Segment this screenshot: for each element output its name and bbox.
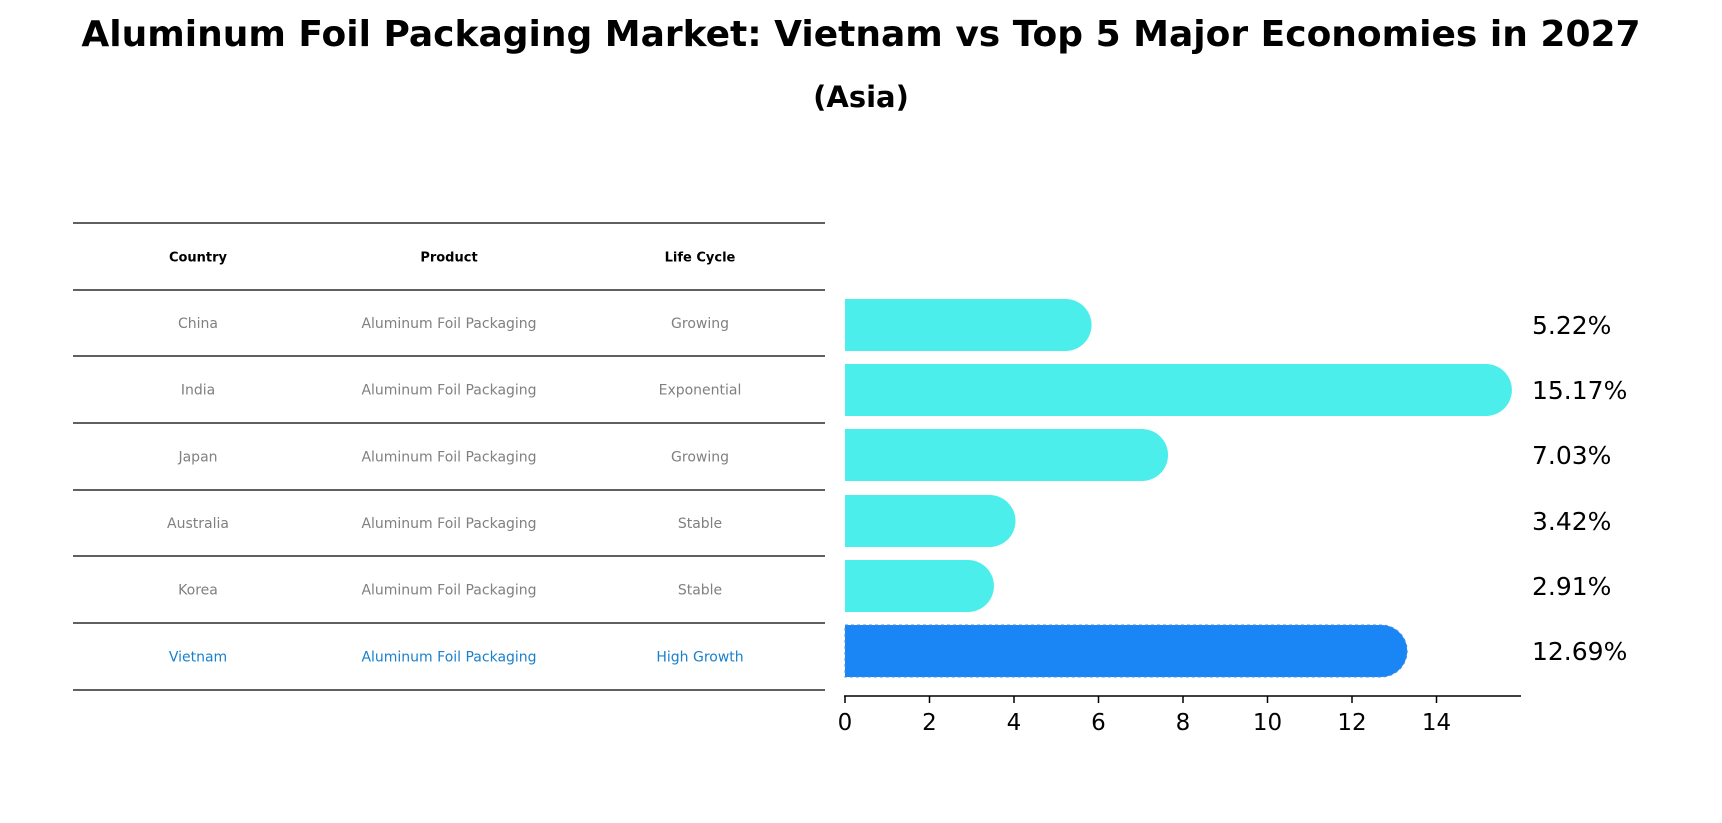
table-cell: Japan xyxy=(177,450,217,466)
bar-china xyxy=(845,299,1092,351)
table-cell: Growing xyxy=(671,450,729,466)
value-label: 12.69% xyxy=(1532,637,1627,666)
x-tick-label: 2 xyxy=(922,710,937,736)
table-cell: Exponential xyxy=(659,383,742,399)
table-cell: Australia xyxy=(167,516,229,532)
bar-australia xyxy=(845,495,1016,547)
table-cell: Aluminum Foil Packaging xyxy=(361,583,536,599)
table-cell: Aluminum Foil Packaging xyxy=(361,450,536,466)
table-cell: Aluminum Foil Packaging xyxy=(361,383,536,399)
value-label: 5.22% xyxy=(1532,311,1611,340)
bar-india xyxy=(845,364,1512,416)
x-tick-label: 10 xyxy=(1253,710,1282,736)
table-cell: India xyxy=(181,383,215,399)
table-cell: Stable xyxy=(678,516,722,532)
bar-japan xyxy=(845,429,1169,481)
table-header-cell: Life Cycle xyxy=(665,251,736,266)
table-cell: Korea xyxy=(178,583,218,599)
table-cell: High Growth xyxy=(656,650,743,666)
bar-korea xyxy=(845,560,994,612)
table-cell: China xyxy=(178,316,218,332)
table-header-cell: Country xyxy=(169,251,228,266)
table-cell: Aluminum Foil Packaging xyxy=(361,516,536,532)
bar-vietnam xyxy=(844,624,1408,678)
value-label: 3.42% xyxy=(1532,507,1611,536)
table-cell: Aluminum Foil Packaging xyxy=(361,316,536,332)
x-tick-label: 6 xyxy=(1091,710,1106,736)
table-cell: Stable xyxy=(678,583,722,599)
table-cell: Growing xyxy=(671,316,729,332)
x-tick-label: 8 xyxy=(1176,710,1191,736)
chart-title: Aluminum Foil Packaging Market: Vietnam … xyxy=(81,14,1641,55)
table-cell: Vietnam xyxy=(169,650,227,666)
value-label: 15.17% xyxy=(1532,376,1627,405)
value-label: 2.91% xyxy=(1532,572,1611,601)
value-label: 7.03% xyxy=(1532,441,1611,470)
x-tick-label: 14 xyxy=(1422,710,1451,736)
x-tick-label: 0 xyxy=(838,710,853,736)
table-header-cell: Product xyxy=(420,251,477,266)
table-cell: Aluminum Foil Packaging xyxy=(361,650,536,666)
chart-subtitle: (Asia) xyxy=(813,80,909,114)
x-tick-label: 4 xyxy=(1007,710,1022,736)
x-tick-label: 12 xyxy=(1337,710,1366,736)
